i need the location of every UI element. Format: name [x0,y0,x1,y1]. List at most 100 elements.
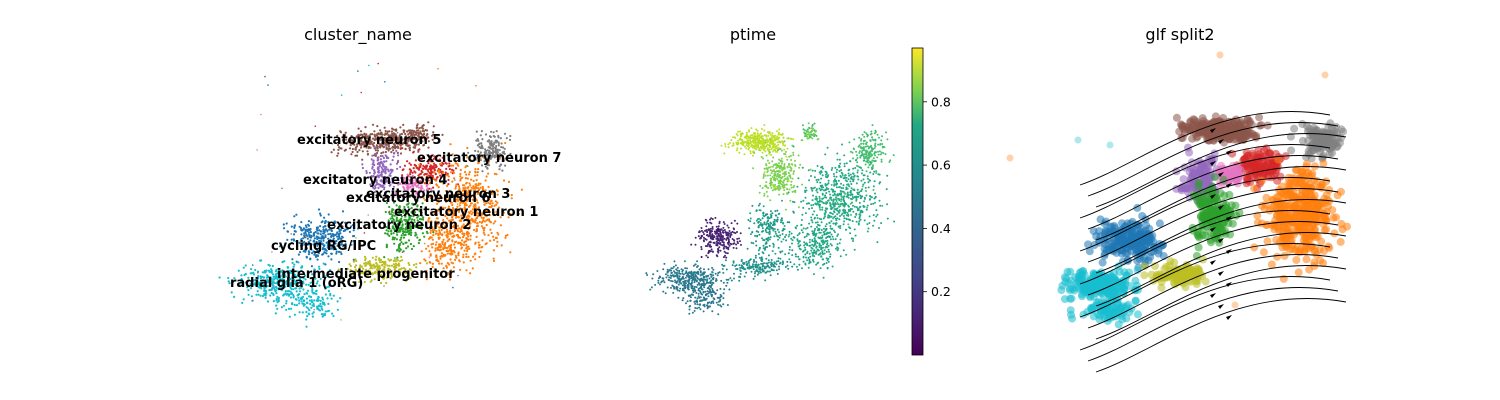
cell-point [423,136,426,140]
cell-point [858,191,861,194]
cell-point [802,199,805,202]
cell-point [385,246,388,249]
cell-point [404,148,407,151]
cell-point [488,156,491,159]
cell-point [785,155,788,158]
cell-point [765,144,768,147]
cell-point [381,155,384,158]
cell-point [348,147,352,150]
cell-point [431,138,434,141]
cell-point [250,295,253,298]
cell-point [476,222,479,225]
cell-point [824,184,827,187]
cell-point [821,241,824,244]
cell-point [285,299,288,303]
cell-point [867,186,870,189]
cell-point [259,259,262,262]
cell-point [356,154,359,157]
cell-point [323,230,326,234]
cell-point [474,214,477,217]
cell-point [382,260,385,263]
cell-point [417,150,420,153]
cell-point [393,151,396,155]
cell-point [487,160,490,163]
cell-point [427,237,431,240]
cell-point [877,150,879,153]
cell-point [875,209,878,212]
cell-point [762,140,765,143]
cell-point [449,233,452,236]
cell-point [774,186,777,188]
cell-point [749,217,752,220]
cell-point [804,132,806,135]
cell-point [854,167,857,169]
cell-point [430,187,433,190]
cell-point [412,167,415,170]
cell-point [797,242,800,245]
cell-point [855,182,858,185]
cell-point [361,158,364,161]
cell-point [872,185,875,188]
cell-point [449,252,452,255]
cell-point [777,143,780,146]
cell-point [816,191,819,194]
cell-point [367,214,370,216]
cell-point [880,139,883,142]
cell-point [736,147,739,150]
cell-point [237,269,240,272]
cell-point [479,151,482,154]
cell-point [432,131,435,134]
cell-point [319,299,322,302]
cell-point [460,247,463,250]
cell-point [391,181,394,184]
cell-point [388,130,391,133]
cell-point [437,246,440,249]
cell-point [474,242,477,245]
cell-point [490,140,493,143]
cell-point [324,234,327,237]
cell-point [306,301,309,304]
cell-point [400,241,403,244]
cell-point [484,148,487,151]
cell-point [765,184,767,187]
cell-point [778,181,781,184]
cell-point [447,250,450,253]
cell-point [457,210,460,213]
cell-point [493,204,496,207]
cell-point [802,260,805,263]
cell-point [800,219,803,221]
cell-point [760,128,763,130]
cluster-label: excitatory neuron 6 [346,191,490,206]
cell-point [852,178,855,181]
cell-point [727,143,730,146]
cell-point [455,183,458,186]
cell-point [847,183,850,186]
cell-point [811,123,814,126]
cell-point [479,159,482,162]
cell-point [372,159,375,162]
cell-point [504,164,507,167]
cell-point [488,151,491,155]
cell-point [743,153,746,156]
cell-point [746,135,749,138]
cell-point [876,133,879,136]
cell-point [825,257,828,260]
cell-point [504,236,507,239]
cell-point [767,187,770,189]
cell-point [835,196,838,199]
cell-point [350,135,353,138]
cell-point [395,193,398,196]
cell-point [805,134,808,137]
cell-point [858,152,861,154]
cell-point [414,179,417,182]
cell-point [801,183,804,186]
cell-point [871,168,874,170]
cell-point [855,212,858,215]
cell-point [780,149,783,152]
cell-point [360,91,363,94]
cell-point [776,130,778,133]
cell-point [462,261,465,264]
cell-point [497,206,501,209]
cell-point [373,133,376,136]
cell-point [835,200,838,202]
